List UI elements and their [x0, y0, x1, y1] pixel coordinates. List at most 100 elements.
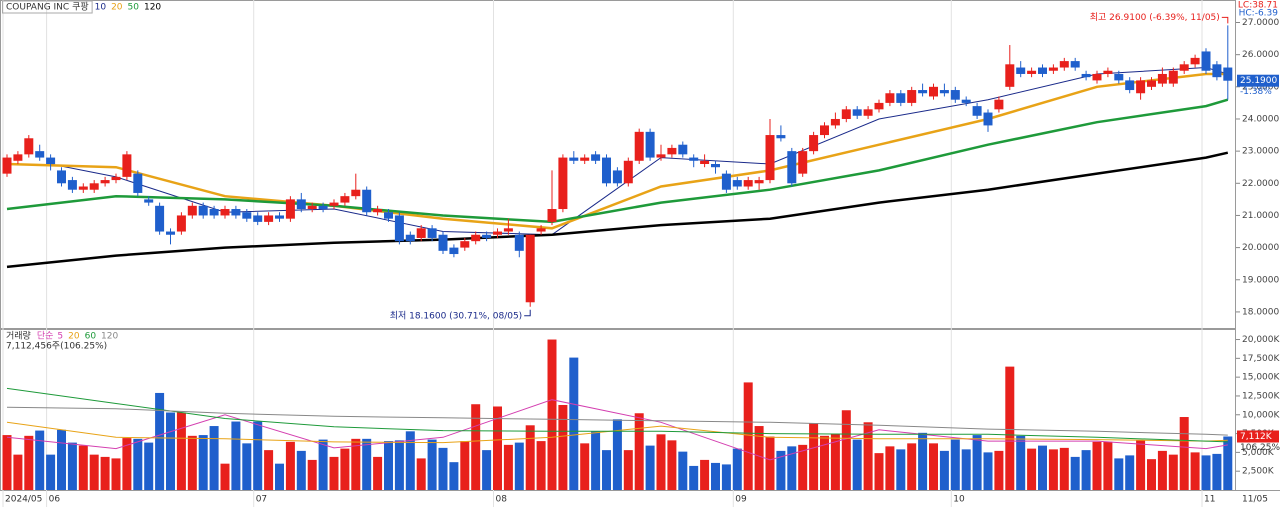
volume-bar [503, 444, 513, 490]
x-tick-label: 09 [735, 495, 747, 505]
candle-body [176, 215, 186, 232]
candle-body [307, 205, 317, 210]
candle-body [907, 90, 917, 103]
volume-bar [1016, 435, 1026, 490]
volume-bar [89, 454, 99, 490]
candle-body [929, 86, 938, 97]
candle-body [1179, 64, 1189, 71]
volume-bar [122, 438, 132, 490]
x-tick-label: 07 [256, 495, 267, 505]
volume-bar [155, 392, 165, 490]
volume-bar [231, 421, 241, 490]
y-tick-label: 21.0000 [1242, 211, 1279, 221]
candle-body [427, 228, 437, 238]
candle-body [46, 157, 56, 164]
legend-entry: 120 [144, 3, 161, 13]
y-tick-label: 20.0000 [1242, 243, 1279, 253]
volume-bar [830, 433, 840, 490]
legend-title: 거래량 [6, 330, 31, 342]
volume-bar [547, 339, 557, 490]
candle-body [285, 199, 295, 219]
candle-body [122, 154, 132, 177]
candle-body [449, 247, 459, 255]
volume-bar [1038, 445, 1047, 490]
volume-bar [1070, 456, 1080, 490]
y-tick-label: 23.0000 [1242, 147, 1279, 157]
volume-bar [820, 435, 829, 490]
legend-entry: 10 [95, 3, 107, 13]
ma-line [6, 98, 1229, 224]
legend-box [2, 0, 93, 14]
candle-body [220, 209, 230, 216]
candle-body [1103, 70, 1113, 74]
candle-body [776, 135, 786, 139]
candle-body [1016, 67, 1026, 74]
volume-bar [78, 445, 88, 490]
x-tick-label: 10 [953, 495, 965, 505]
volume-bar [569, 357, 579, 490]
candle-body [67, 180, 77, 190]
candle-body [602, 157, 611, 184]
candle-body [754, 180, 764, 184]
candle-body [1168, 70, 1178, 84]
corner-label: HC:-6.39 [1239, 9, 1279, 19]
candle-body [732, 180, 742, 187]
candle-body [57, 170, 66, 184]
volume-bar [514, 442, 524, 490]
last-volume-tag [1237, 430, 1279, 443]
candle-body [78, 186, 88, 190]
y-tick-label: 25.0000 [1242, 82, 1279, 92]
legend-entry: 20 [68, 332, 80, 342]
candle-body [2, 157, 12, 174]
candle-body [1212, 64, 1222, 78]
candle-body [133, 173, 143, 193]
candle-body [591, 154, 601, 161]
candle-body [765, 135, 775, 181]
candle-body [1059, 61, 1069, 68]
volume-bar [1168, 454, 1178, 490]
candle-body [689, 157, 699, 161]
candle-body [1027, 70, 1037, 74]
volume-bar [296, 450, 306, 490]
volume-bar [100, 456, 110, 490]
high-arrow [1221, 16, 1229, 24]
volume-bar [1092, 441, 1102, 490]
candle-body [187, 205, 197, 216]
volume-bar [558, 404, 568, 490]
volume-bar [1005, 366, 1015, 490]
candle-body [809, 135, 819, 152]
legend-entry: 50 [128, 3, 140, 13]
candle-body [885, 93, 895, 103]
volume-bar [536, 441, 546, 490]
volume-bar [373, 456, 383, 490]
candle-body [482, 234, 492, 238]
volume-bar [874, 453, 884, 490]
x-tick-label: 11 [1204, 495, 1215, 505]
change-label: -1.38% [1240, 87, 1272, 97]
volume-bar [721, 464, 731, 490]
corner-label: LC:38.71 [1238, 1, 1278, 11]
candle-body [1136, 80, 1146, 94]
ma-line [6, 72, 1228, 230]
candle-body [1190, 57, 1200, 65]
candle-body [1092, 73, 1102, 81]
candle-body [384, 212, 393, 219]
volume-bar [863, 422, 873, 490]
volume-bar [852, 439, 862, 490]
candle-body [580, 157, 590, 161]
candle-body [547, 209, 557, 222]
ma-line [6, 406, 1228, 436]
candle-body [503, 228, 513, 232]
candle-body [939, 90, 949, 94]
low-annotation: 최저 18.1600 (30.71%, 08/05) [390, 310, 523, 321]
volume-bar [1136, 440, 1146, 490]
legend-entry: 60 [85, 332, 97, 342]
candle-body [1038, 67, 1047, 74]
volume-bar [1212, 453, 1222, 490]
volume-bar [743, 382, 753, 490]
volume-bar [35, 430, 45, 490]
candle-body [536, 228, 546, 232]
candle-body [231, 209, 241, 216]
y-tick-label: 26.0000 [1242, 50, 1279, 60]
